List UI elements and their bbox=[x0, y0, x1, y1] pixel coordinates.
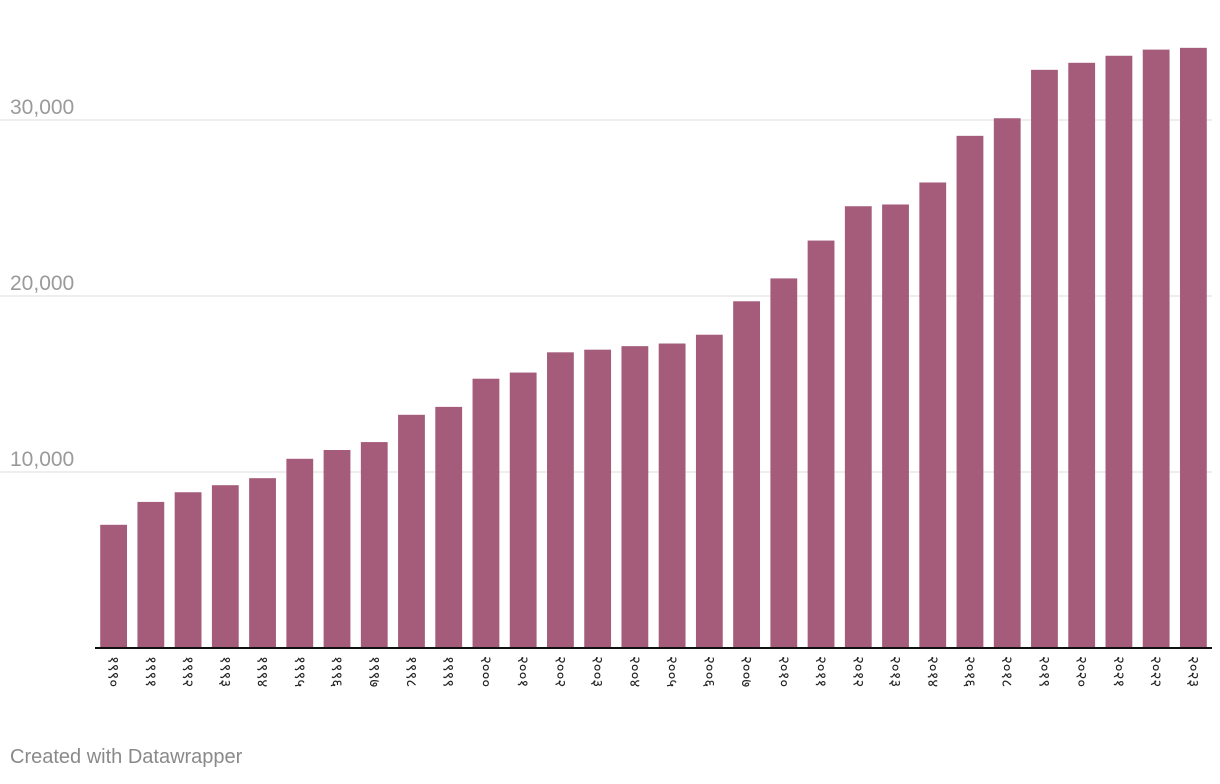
y-tick-label: 10,000 bbox=[10, 448, 74, 471]
x-axis-tick-labels: १९९० १९९१ १९९२ १९९३ १९९४ १९९५ १९९६ १९९७ १९९८ १९९९… bbox=[105, 656, 1203, 687]
x-tick-label: २००३ bbox=[589, 656, 607, 687]
x-tick-label: २०२२ bbox=[1147, 656, 1165, 687]
x-tick-label: २०२१ bbox=[1110, 656, 1128, 687]
y-axis-tick-labels: 10,000 20,000 30,000 bbox=[10, 96, 74, 471]
bar bbox=[323, 450, 351, 648]
datawrapper-credit[interactable]: Created with Datawrapper bbox=[10, 746, 243, 768]
x-tick-label: २०२३ bbox=[1184, 656, 1202, 687]
x-tick-label: २००१ bbox=[514, 656, 532, 687]
y-tick-label: 30,000 bbox=[10, 96, 74, 119]
bar bbox=[658, 343, 686, 648]
x-tick-label: २००५ bbox=[663, 656, 681, 687]
x-tick-label: २०२० bbox=[1073, 656, 1091, 687]
x-tick-label: १९९१ bbox=[142, 656, 160, 687]
x-tick-label: २००४ bbox=[626, 656, 644, 687]
x-tick-label: २००७ bbox=[738, 656, 756, 687]
bar bbox=[695, 334, 723, 648]
x-tick-label: १९९० bbox=[105, 656, 123, 687]
bar bbox=[547, 352, 574, 648]
bar bbox=[1142, 49, 1170, 649]
bar bbox=[844, 206, 872, 649]
x-tick-label: २०१६ bbox=[961, 656, 979, 687]
bar bbox=[956, 135, 984, 649]
y-tick-label: 20,000 bbox=[10, 272, 74, 295]
x-tick-label: २००० bbox=[477, 656, 495, 687]
bar bbox=[1031, 69, 1058, 649]
x-tick-label: २००२ bbox=[551, 656, 569, 687]
x-tick-label: १९९६ bbox=[328, 656, 346, 687]
bar bbox=[100, 524, 128, 648]
bars bbox=[100, 47, 1207, 649]
bar bbox=[472, 378, 500, 648]
bar bbox=[1068, 62, 1096, 649]
bar bbox=[174, 492, 202, 648]
x-tick-label: २०१८ bbox=[998, 656, 1016, 687]
bar bbox=[919, 182, 947, 649]
x-tick-label: २०१९ bbox=[1035, 656, 1053, 687]
x-tick-label: १९९८ bbox=[402, 656, 420, 687]
bar bbox=[509, 372, 537, 648]
x-tick-label: १९९४ bbox=[254, 656, 272, 687]
bar bbox=[1179, 47, 1207, 648]
x-tick-label: २००६ bbox=[700, 656, 718, 687]
bar bbox=[882, 204, 909, 649]
x-tick-label: २०१० bbox=[775, 656, 793, 687]
bar bbox=[435, 406, 463, 648]
x-tick-label: १९९५ bbox=[291, 656, 309, 687]
x-tick-label: २०१४ bbox=[924, 656, 942, 687]
bar bbox=[733, 301, 760, 648]
x-tick-label: १९९२ bbox=[179, 656, 197, 687]
bar bbox=[993, 118, 1021, 649]
bar bbox=[398, 414, 425, 648]
bar bbox=[211, 485, 239, 648]
x-tick-label: १९९३ bbox=[216, 656, 234, 687]
bar bbox=[249, 478, 276, 648]
x-tick-label: १९९९ bbox=[440, 656, 458, 687]
x-tick-label: १९९७ bbox=[365, 656, 383, 687]
x-tick-label: २०१२ bbox=[849, 656, 867, 687]
bar bbox=[770, 278, 798, 648]
bar bbox=[1105, 55, 1133, 648]
x-tick-label: २०११ bbox=[812, 656, 830, 687]
bar bbox=[584, 349, 612, 648]
bar bbox=[621, 346, 649, 648]
bar bbox=[807, 240, 835, 648]
bar bbox=[286, 458, 314, 648]
x-tick-label: २०१३ bbox=[887, 656, 905, 687]
bar bbox=[360, 442, 388, 648]
bar bbox=[137, 501, 165, 648]
